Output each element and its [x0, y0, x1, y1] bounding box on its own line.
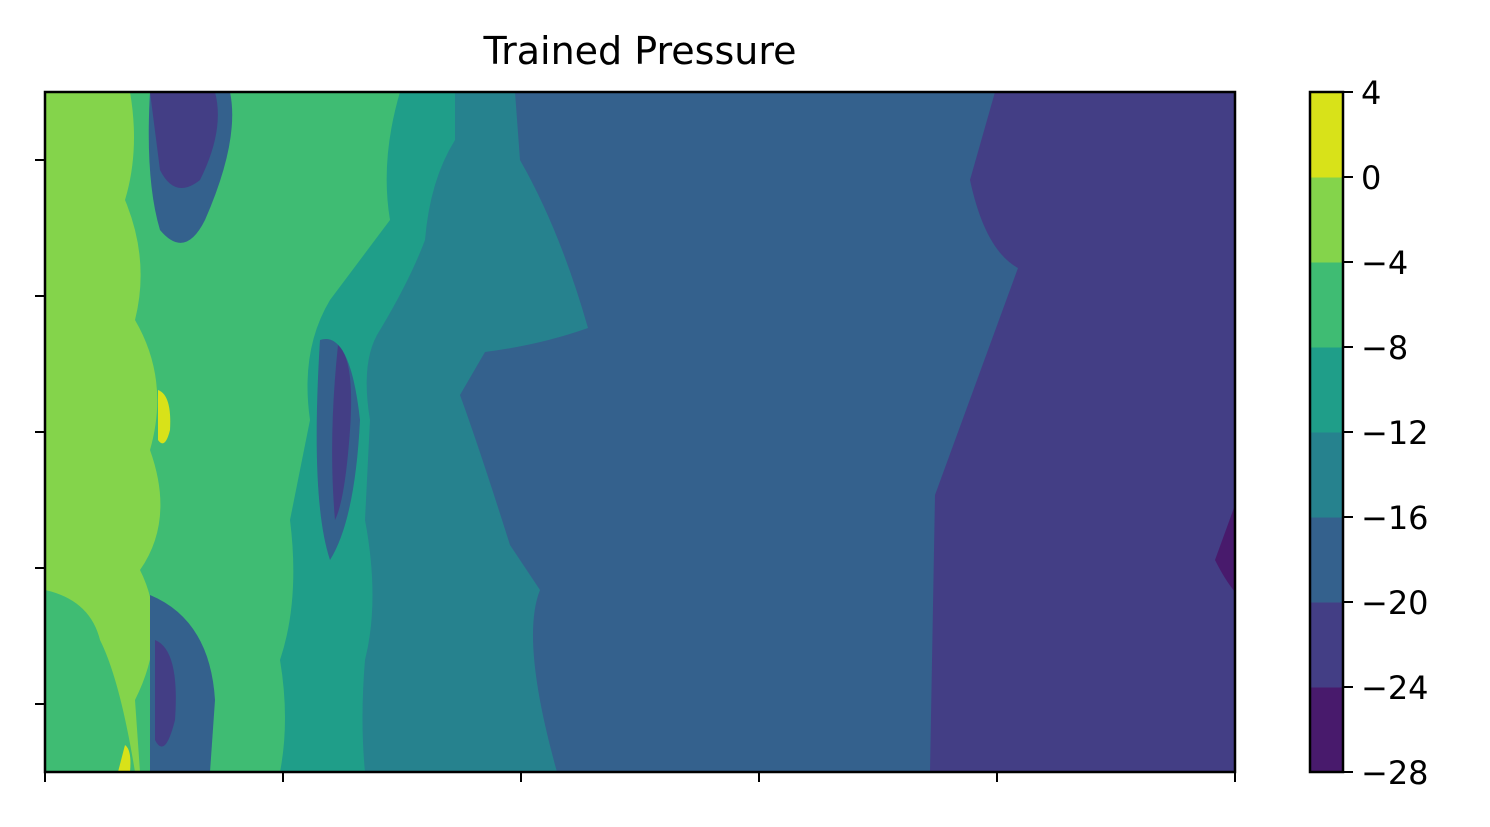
colorbar-segment — [1310, 602, 1343, 688]
colorbar-segment — [1310, 92, 1343, 178]
colorbar-tick-label: 0 — [1361, 159, 1381, 197]
chart-title: Trained Pressure — [482, 29, 796, 73]
colorbar-tick-label: −4 — [1361, 244, 1408, 282]
colorbar-segment — [1310, 177, 1343, 263]
band-purple-mid — [332, 345, 352, 520]
colorbar-tick-label: −24 — [1361, 669, 1429, 707]
colorbar-segment — [1310, 517, 1343, 603]
colorbar-tick-label: 4 — [1361, 74, 1381, 112]
colorbar-tick-label: −20 — [1361, 584, 1429, 622]
band-purple-patch-bottom — [155, 640, 176, 747]
colorbar-tick-label: −8 — [1361, 329, 1408, 367]
colorbar-tick-label: −12 — [1361, 414, 1429, 452]
band-purple-patch-top — [150, 92, 218, 188]
band-yellow-spot — [158, 390, 171, 444]
plot-area — [45, 92, 1235, 772]
colorbar: −28 −24 −20 −16 −12 −8 −4 0 4 — [1308, 74, 1429, 792]
colorbar-segment — [1310, 262, 1343, 348]
colorbar-segment — [1310, 432, 1343, 518]
y-axis — [35, 159, 45, 705]
colorbar-segment — [1310, 347, 1343, 433]
colorbar-tick-label: −28 — [1361, 754, 1429, 792]
colorbar-tick-label: −16 — [1361, 499, 1429, 537]
colorbar-segment — [1310, 687, 1343, 773]
band-yellow-bottom — [118, 745, 131, 772]
band-green-lower — [45, 590, 135, 772]
x-axis — [44, 772, 1236, 782]
band-deep-purple-spot — [1215, 505, 1235, 592]
